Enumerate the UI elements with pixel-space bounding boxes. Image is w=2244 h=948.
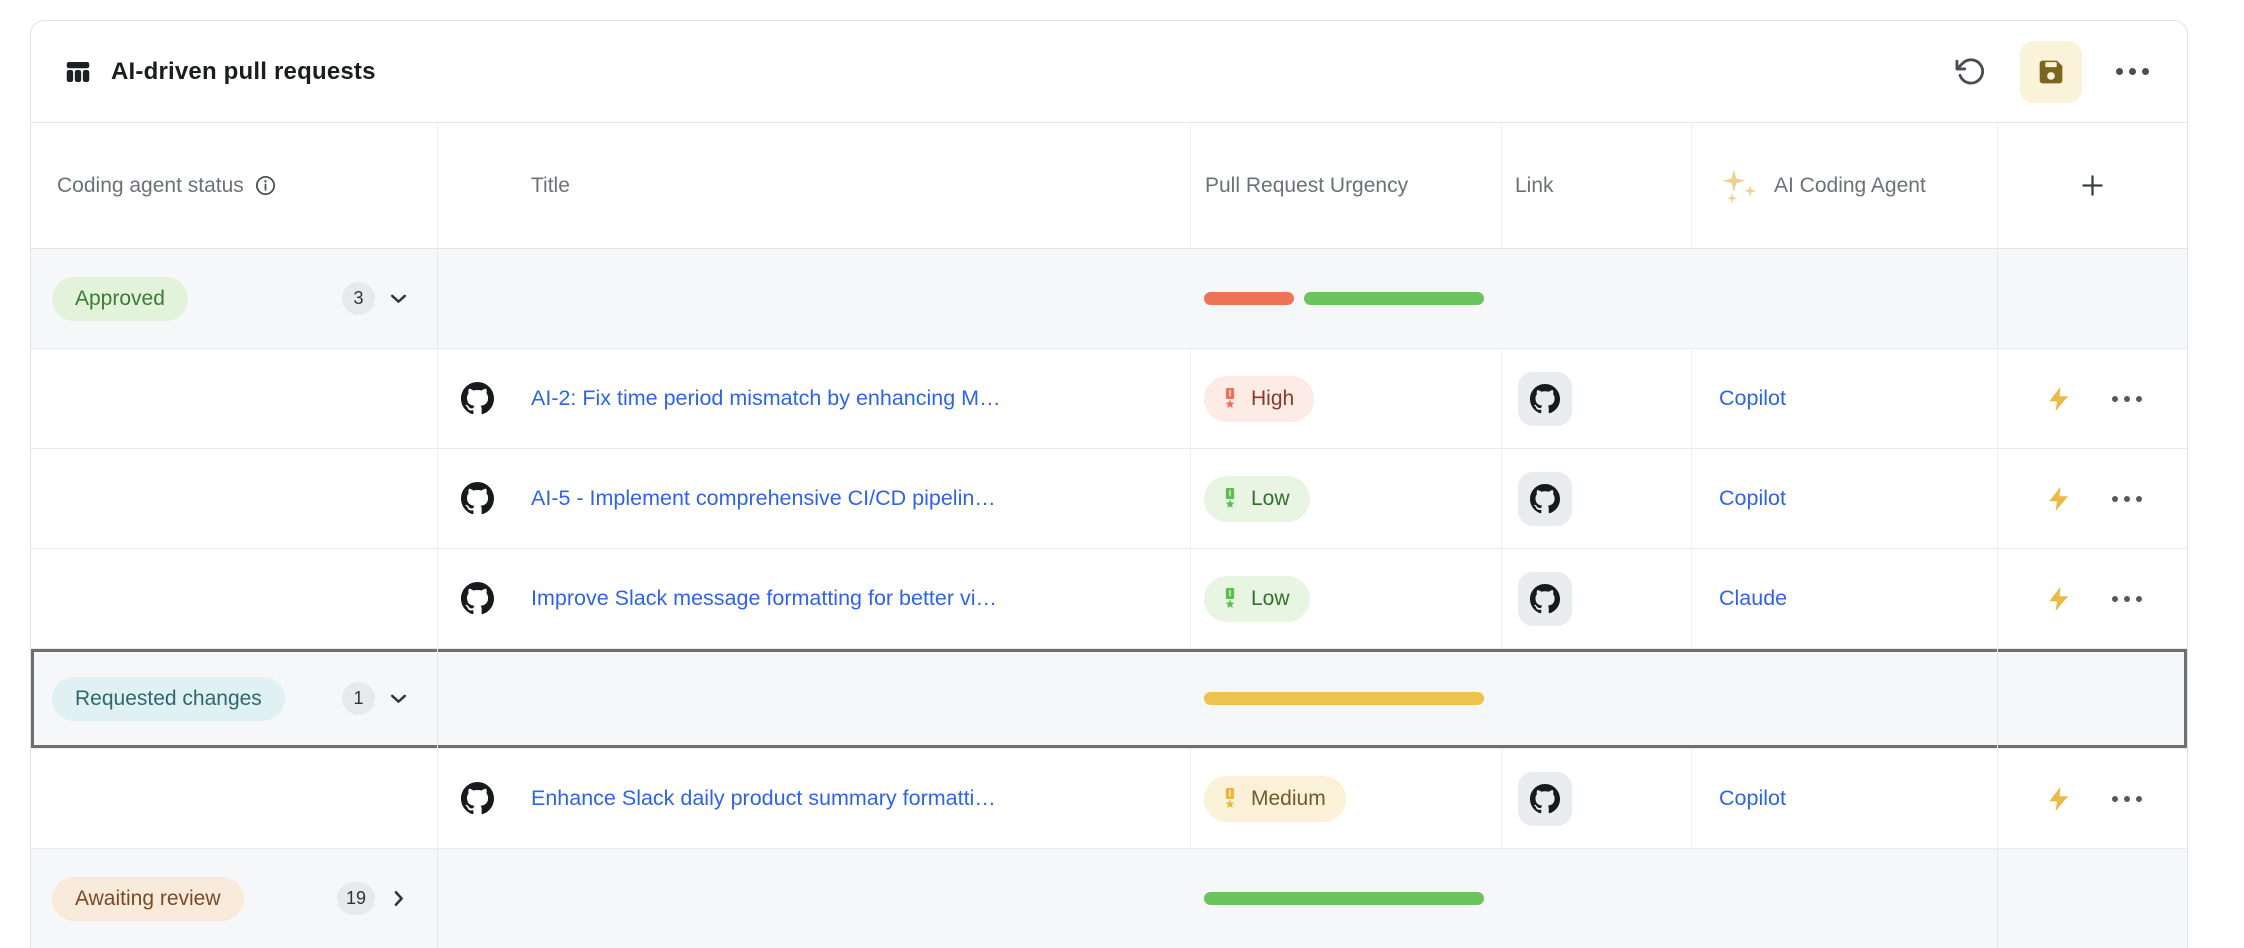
row-menu-button[interactable] xyxy=(2111,395,2142,402)
ellipsis-icon xyxy=(2111,795,2142,802)
github-icon xyxy=(461,782,494,815)
agent-link[interactable]: Copilot xyxy=(1719,386,1786,410)
record-row: Enhance Slack daily product summary form… xyxy=(31,749,2187,849)
row-menu-button[interactable] xyxy=(2111,795,2142,802)
agent-link[interactable]: Claude xyxy=(1719,586,1788,610)
plus-icon xyxy=(2078,171,2107,200)
column-header-link[interactable]: Link xyxy=(1502,123,1692,248)
github-link-button[interactable] xyxy=(1518,471,1572,526)
agent-link[interactable]: Copilot xyxy=(1719,486,1786,510)
column-header-status[interactable]: Coding agent status xyxy=(31,123,438,248)
group-count: 1 xyxy=(342,682,375,715)
ellipsis-icon xyxy=(2111,595,2142,602)
group-row-awaiting-review: Awaiting review 19 xyxy=(31,849,2187,948)
urgency-badge[interactable]: Low xyxy=(1204,575,1310,622)
group-count: 19 xyxy=(336,882,375,915)
github-icon xyxy=(461,582,494,615)
undo-button[interactable] xyxy=(1955,56,1986,87)
github-icon xyxy=(461,382,494,415)
agent-link[interactable]: Copilot xyxy=(1719,786,1786,810)
urgency-badge[interactable]: High xyxy=(1204,375,1315,422)
table-icon xyxy=(63,57,93,87)
summary-bar-medium xyxy=(1204,692,1484,705)
github-icon xyxy=(1530,383,1560,414)
table-view-card: AI-driven pull requests xyxy=(30,20,2188,948)
titlebar-actions xyxy=(1955,40,2149,103)
ellipsis-icon xyxy=(2111,395,2142,402)
github-icon xyxy=(1530,583,1560,614)
urgency-summary-bars xyxy=(1191,849,1502,948)
group-count: 3 xyxy=(342,282,375,315)
github-icon xyxy=(1530,783,1560,814)
sparkles-icon xyxy=(1719,165,1761,207)
status-badge: Awaiting review xyxy=(52,876,244,921)
more-menu-button[interactable] xyxy=(2116,68,2149,75)
save-floppy-icon xyxy=(2034,55,2068,89)
medal-icon xyxy=(1217,486,1243,512)
record-row: Improve Slack message formatting for bet… xyxy=(31,549,2187,649)
record-row: AI-2: Fix time period mismatch by enhanc… xyxy=(31,349,2187,449)
ellipsis-icon xyxy=(2116,68,2149,75)
info-icon[interactable] xyxy=(254,174,277,197)
urgency-summary-bars xyxy=(1191,249,1502,348)
github-link-button[interactable] xyxy=(1518,371,1572,426)
status-badge: Approved xyxy=(52,276,188,321)
github-link-button[interactable] xyxy=(1518,571,1572,626)
urgency-badge[interactable]: Low xyxy=(1204,475,1310,522)
chevron-down-icon[interactable] xyxy=(386,286,411,311)
record-title-link[interactable]: Enhance Slack daily product summary form… xyxy=(531,786,996,810)
group-toggle-awaiting-review[interactable]: Awaiting review 19 xyxy=(31,849,438,948)
lightning-icon[interactable] xyxy=(2044,784,2074,814)
github-icon xyxy=(461,482,494,515)
group-toggle-requested-changes[interactable]: Requested changes 1 xyxy=(31,649,438,748)
urgency-badge[interactable]: Medium xyxy=(1204,775,1346,822)
row-menu-button[interactable] xyxy=(2111,595,2142,602)
record-row: AI-5 - Implement comprehensive CI/CD pip… xyxy=(31,449,2187,549)
save-button[interactable] xyxy=(2020,40,2082,103)
github-icon xyxy=(1530,483,1560,514)
group-row-requested-changes: Requested changes 1 xyxy=(31,649,2187,749)
chevron-down-icon[interactable] xyxy=(386,686,411,711)
record-title-link[interactable]: Improve Slack message formatting for bet… xyxy=(531,586,998,610)
view-titlebar: AI-driven pull requests xyxy=(31,21,2187,123)
record-title-link[interactable]: AI-2: Fix time period mismatch by enhanc… xyxy=(531,386,1001,410)
add-column-button[interactable] xyxy=(1998,123,2187,248)
column-header-row: Coding agent status Title Pull Request U… xyxy=(31,123,2187,249)
record-title-link[interactable]: AI-5 - Implement comprehensive CI/CD pip… xyxy=(531,486,996,510)
summary-bar-low xyxy=(1304,292,1484,305)
status-badge: Requested changes xyxy=(52,676,285,721)
urgency-summary-bars xyxy=(1191,649,1502,748)
medal-icon xyxy=(1217,586,1243,612)
column-header-agent[interactable]: AI Coding Agent xyxy=(1692,123,1998,248)
ellipsis-icon xyxy=(2111,495,2142,502)
column-header-status-label: Coding agent status xyxy=(57,173,244,197)
group-row-approved: Approved 3 xyxy=(31,249,2187,349)
lightning-icon[interactable] xyxy=(2044,384,2074,414)
medal-icon xyxy=(1217,386,1243,412)
chevron-right-icon[interactable] xyxy=(386,886,411,911)
column-header-urgency[interactable]: Pull Request Urgency xyxy=(1191,123,1502,248)
column-header-title[interactable]: Title xyxy=(438,123,1191,248)
medal-icon xyxy=(1217,786,1243,812)
summary-bar-high xyxy=(1204,292,1294,305)
lightning-icon[interactable] xyxy=(2044,584,2074,614)
page-title: AI-driven pull requests xyxy=(111,57,376,85)
group-toggle-approved[interactable]: Approved 3 xyxy=(31,249,438,348)
github-link-button[interactable] xyxy=(1518,771,1572,826)
summary-bar-low xyxy=(1204,892,1484,905)
lightning-icon[interactable] xyxy=(2044,484,2074,514)
row-menu-button[interactable] xyxy=(2111,495,2142,502)
